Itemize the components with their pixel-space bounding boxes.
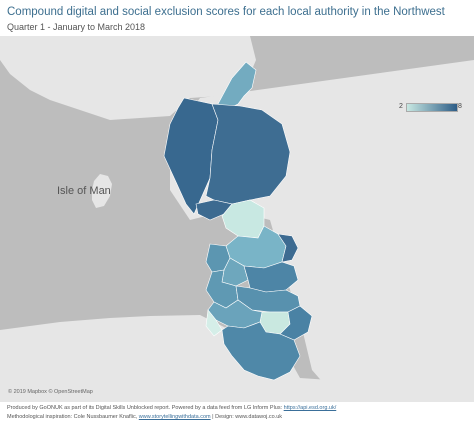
map-title: Compound digital and social exclusion sc… [7,6,445,18]
region-pendle[interactable] [277,233,299,263]
region-wirral[interactable] [205,309,223,337]
land-wales [0,315,240,402]
credits-line-2-text: Methodological inspiration: Cole Nussbau… [7,414,138,420]
legend-max-label: 8 [458,103,462,110]
credits-line-2-suffix: | Design: www.datawoj.co.uk [212,414,283,420]
region-layer [163,61,313,381]
region-greater-manchester-east[interactable] [279,305,313,341]
credits-line-1-text: Produced by GoONUK as part of its Digita… [7,405,283,411]
credits-line-1: Produced by GoONUK as part of its Digita… [7,404,336,413]
legend-min-label: 2 [399,103,403,110]
region-east-lancs[interactable] [243,261,299,293]
land-scotland [0,36,256,120]
credits-line-2: Methodological inspiration: Cole Nussbau… [7,413,336,422]
isle-of-man [92,174,112,208]
isle-of-man-label: Isle of Man [57,185,111,197]
region-cheshire[interactable] [221,321,301,381]
storytelling-link[interactable]: www.storytellingwithdata.com [138,414,211,420]
map-subtitle: Quarter 1 - January to March 2018 [7,22,146,32]
map-attribution: © 2019 Mapbox © OpenStreetMap [8,389,93,395]
credits: Produced by GoONUK as part of its Digita… [7,404,336,422]
esd-link[interactable]: https://api.esd.org.uk/ [283,405,337,411]
choropleth-map[interactable] [0,36,474,402]
legend-color-bar [406,103,458,112]
